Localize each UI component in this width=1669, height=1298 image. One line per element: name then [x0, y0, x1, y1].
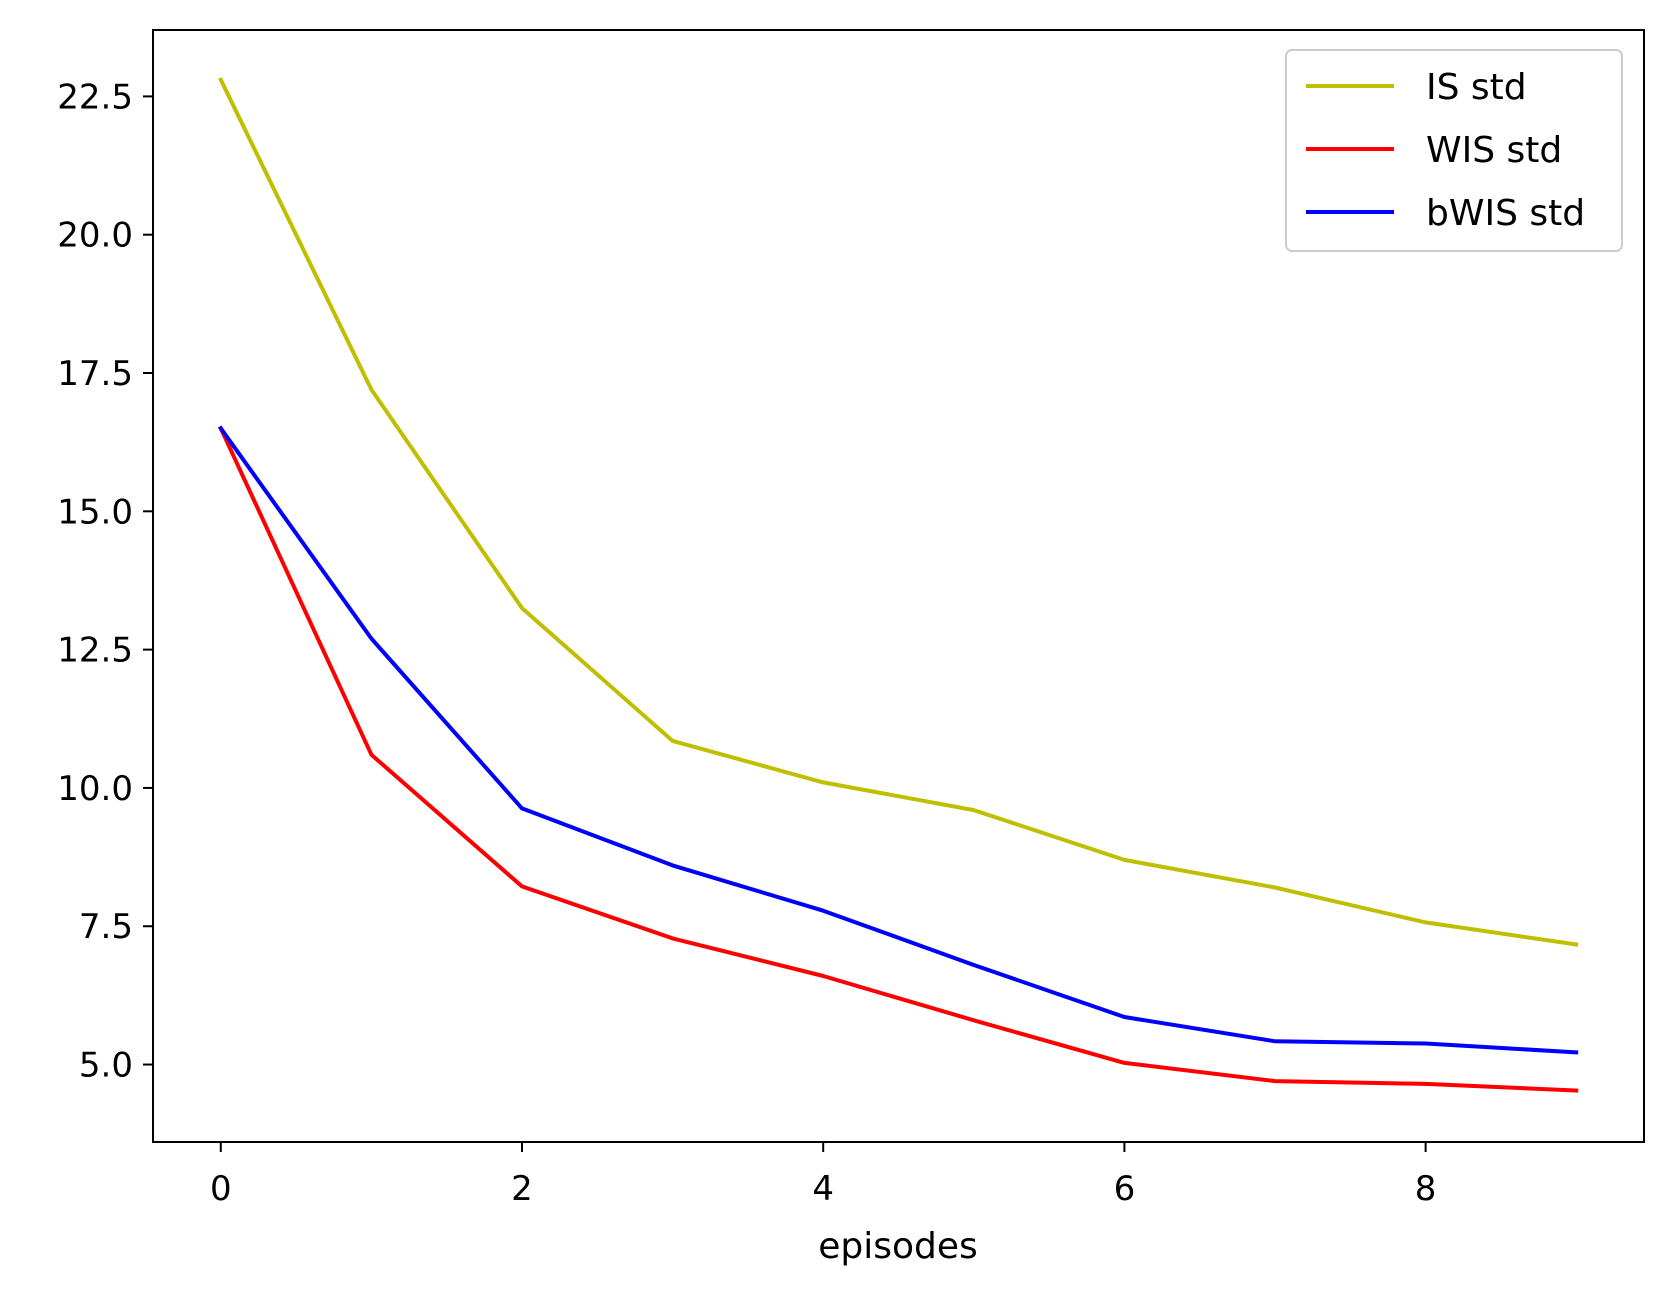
- series-layer: [218, 77, 1579, 1093]
- x-tick-label: 2: [511, 1169, 533, 1209]
- legend-label-2: WIS std: [1426, 130, 1562, 171]
- x-tick-label: 8: [1415, 1169, 1437, 1209]
- y-tick-label: 7.5: [79, 907, 133, 947]
- x-tick-label: 0: [210, 1169, 232, 1209]
- legend-label-3: bWIS std: [1426, 193, 1585, 234]
- y-axis: 5.0 7.5 10.0 12.5 15.0 17.5 20.0 22.5: [57, 77, 153, 1086]
- y-tick-label: 5.0: [79, 1046, 133, 1086]
- series-line-3: [218, 425, 1579, 1055]
- y-tick-label: 20.0: [57, 216, 133, 256]
- legend: IS std WIS std bWIS std: [1285, 49, 1623, 252]
- y-tick-label: 17.5: [57, 354, 133, 394]
- x-tick-label: 6: [1114, 1169, 1136, 1209]
- y-tick-label: 22.5: [57, 77, 133, 117]
- x-axis: 0 2 4 6 8: [210, 1142, 1436, 1209]
- x-axis-label: episodes: [818, 1226, 978, 1267]
- series-line-2: [218, 425, 1579, 1093]
- y-tick-label: 10.0: [57, 769, 133, 809]
- plot-frame: [152, 29, 1645, 1143]
- legend-label-1: IS std: [1426, 67, 1527, 108]
- x-tick-label: 4: [812, 1169, 834, 1209]
- y-tick-label: 15.0: [57, 492, 133, 532]
- y-tick-label: 12.5: [57, 631, 133, 671]
- legend-items: IS std WIS std bWIS std: [1306, 67, 1585, 234]
- legend-frame: [1285, 49, 1623, 252]
- series-line-1: [218, 77, 1579, 947]
